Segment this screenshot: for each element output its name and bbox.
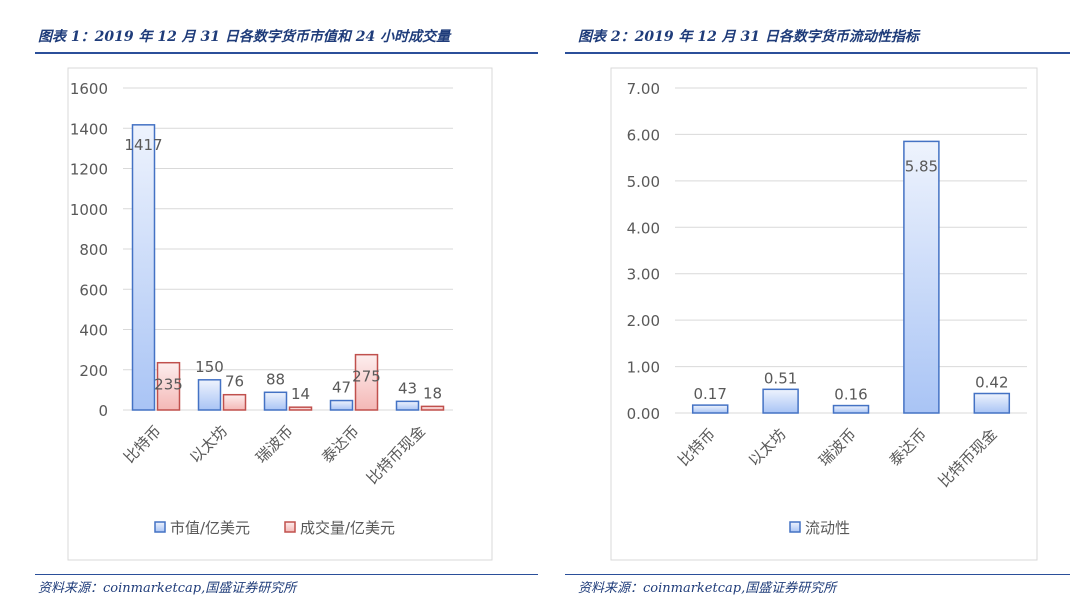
- data-label: 43: [398, 379, 417, 397]
- y-tick-label: 5.00: [627, 173, 660, 191]
- data-label: 88: [266, 370, 285, 388]
- y-tick-label: 800: [79, 241, 108, 259]
- legend-label: 成交量/亿美元: [300, 519, 395, 537]
- y-tick-label: 0: [98, 402, 108, 420]
- data-label: 0.16: [834, 386, 867, 404]
- bar-瑞波币-市值/亿美元: [263, 391, 288, 411]
- data-label: 150: [195, 358, 224, 376]
- chart2-title: 图表 2：2019 年 12 月 31 日各数字货币流动性指标: [578, 29, 919, 45]
- y-tick-label: 1600: [70, 80, 108, 98]
- data-label: 14: [291, 385, 310, 403]
- bar-以太坊-流动性: [762, 388, 799, 414]
- y-tick-label: 0.00: [627, 405, 660, 423]
- bar-瑞波币-成交量/亿美元: [288, 406, 313, 411]
- data-label: 18: [423, 384, 442, 402]
- bar-比特币现金-流动性: [973, 392, 1011, 414]
- bar-比特币现金-市值/亿美元: [395, 400, 420, 411]
- data-label: 0.17: [693, 385, 726, 403]
- y-tick-label: 1.00: [627, 359, 660, 377]
- bar-比特币-流动性: [691, 404, 729, 414]
- source-note: 资料来源：coinmarketcap,国盛证券研究所: [38, 581, 297, 596]
- data-label: 5.85: [905, 157, 938, 175]
- title-rule: [565, 52, 1070, 54]
- data-label: 0.42: [975, 374, 1008, 392]
- y-tick-label: 1200: [70, 161, 108, 179]
- bar-泰达币-流动性: [903, 140, 940, 414]
- data-label: 235: [154, 376, 183, 394]
- legend-swatch: [789, 521, 801, 533]
- y-tick-label: 400: [79, 322, 108, 340]
- chart2-frame: [610, 67, 1038, 561]
- data-label: 275: [352, 368, 381, 386]
- bar-泰达币-成交量/亿美元: [354, 353, 379, 411]
- bar-瑞波币-流动性: [832, 404, 870, 414]
- data-label: 76: [225, 373, 244, 391]
- footer-rule: [35, 574, 538, 575]
- y-tick-label: 3.00: [627, 266, 660, 284]
- legend-label: 市值/亿美元: [170, 519, 250, 537]
- data-label: 1417: [124, 136, 162, 154]
- y-tick-label: 200: [79, 362, 108, 380]
- y-tick-label: 1000: [70, 201, 108, 219]
- legend-swatch: [284, 521, 296, 533]
- y-tick-label: 4.00: [627, 219, 660, 237]
- bar-以太坊-成交量/亿美元: [222, 393, 247, 411]
- y-tick-label: 600: [79, 281, 108, 299]
- chart1-title: 图表 1：2019 年 12 月 31 日各数字货币市值和 24 小时成交量: [38, 29, 451, 45]
- y-tick-label: 1400: [70, 120, 108, 138]
- legend-label: 流动性: [805, 519, 850, 537]
- bar-比特币-市值/亿美元: [131, 124, 156, 411]
- legend-swatch: [154, 521, 166, 533]
- source-note: 资料来源：coinmarketcap,国盛证券研究所: [578, 581, 837, 596]
- title-rule: [35, 52, 538, 54]
- bar-比特币-成交量/亿美元: [156, 361, 181, 411]
- data-label: 0.51: [764, 369, 797, 387]
- bar-比特币现金-成交量/亿美元: [420, 405, 445, 411]
- y-tick-label: 2.00: [627, 312, 660, 330]
- y-tick-label: 6.00: [627, 126, 660, 144]
- y-tick-label: 7.00: [627, 80, 660, 98]
- bar-泰达币-市值/亿美元: [329, 399, 354, 411]
- footer-rule: [565, 574, 1070, 575]
- bar-以太坊-市值/亿美元: [197, 379, 222, 411]
- data-label: 47: [332, 379, 351, 397]
